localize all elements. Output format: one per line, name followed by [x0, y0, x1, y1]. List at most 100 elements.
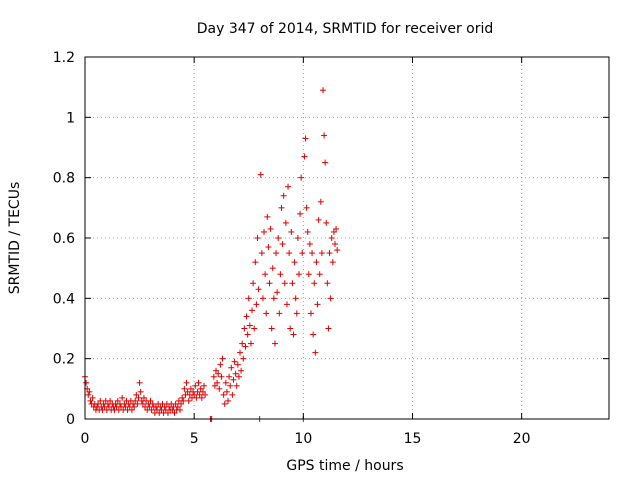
data-point [214, 379, 221, 386]
data-point [178, 400, 185, 407]
data-point [128, 406, 135, 413]
data-point [195, 379, 202, 386]
data-point [305, 271, 312, 278]
y-tick-label: 0 [66, 412, 75, 428]
data-point [199, 388, 206, 395]
data-point [239, 340, 246, 347]
data-point [193, 394, 200, 401]
data-point [136, 379, 143, 386]
data-point [181, 385, 188, 392]
chart-title: Day 347 of 2014, SRMTID for receiver ori… [197, 21, 494, 37]
data-point [278, 204, 285, 211]
data-point [306, 241, 313, 248]
data-point [289, 280, 296, 287]
data-point [247, 340, 254, 347]
data-point [302, 135, 309, 142]
data-point [303, 204, 310, 211]
data-point [257, 171, 264, 178]
data-point [323, 219, 330, 226]
data-point [310, 331, 317, 338]
data-point [304, 228, 311, 235]
data-point [221, 400, 228, 407]
data-point [210, 373, 217, 380]
data-point [213, 367, 219, 374]
data-point [333, 225, 340, 232]
data-point [171, 409, 178, 416]
data-point [220, 391, 227, 398]
data-point [325, 325, 332, 332]
data-point [185, 397, 192, 404]
data-point [233, 382, 240, 389]
data-point [262, 271, 269, 278]
data-point [293, 310, 300, 317]
data-point [270, 295, 277, 302]
data-point [330, 228, 337, 235]
data-point [244, 331, 251, 338]
data-point [133, 391, 140, 398]
data-point [290, 331, 297, 338]
data-point [237, 349, 244, 356]
data-point [315, 216, 322, 223]
data-point [202, 391, 209, 398]
data-point [309, 250, 316, 257]
data-point [238, 367, 245, 374]
data-point [286, 250, 293, 257]
data-point [301, 153, 308, 160]
x-axis-label: GPS time / hours [286, 458, 403, 474]
data-point [292, 295, 299, 302]
data-point [269, 265, 276, 272]
data-point [183, 379, 190, 386]
data-point [288, 228, 295, 235]
data-point [251, 325, 258, 332]
data-point [172, 400, 179, 407]
data-point [279, 241, 286, 248]
data-point [283, 301, 290, 308]
data-point [334, 247, 341, 254]
data-point [268, 325, 275, 332]
data-point [307, 310, 314, 317]
data-point [285, 183, 292, 190]
data-point [322, 159, 329, 166]
data-point [187, 385, 194, 392]
data-point [95, 400, 102, 407]
data-point [132, 397, 139, 404]
grid-lines [85, 57, 609, 419]
data-point [139, 400, 146, 407]
data-point [316, 271, 323, 278]
data-point [331, 241, 338, 248]
data-point [232, 370, 239, 377]
data-point [314, 301, 321, 308]
data-point [294, 235, 301, 241]
data-point [319, 87, 326, 94]
data-point [267, 225, 274, 232]
data-point [222, 379, 229, 386]
y-tick-label: 0.8 [53, 171, 75, 187]
x-tick-label: 10 [294, 431, 312, 447]
data-point [149, 400, 156, 407]
data-point [318, 250, 325, 257]
data-point [198, 394, 205, 401]
data-point [266, 280, 273, 287]
data-point [259, 295, 266, 302]
data-point [211, 382, 218, 389]
data-point [230, 376, 237, 383]
data-point [148, 406, 155, 413]
x-tick-label: 20 [513, 431, 531, 447]
data-point [231, 358, 238, 365]
data-point [275, 235, 282, 241]
data-point [137, 388, 144, 395]
data-point [179, 394, 186, 401]
data-point [328, 235, 335, 241]
data-point [250, 280, 257, 287]
data-point [215, 370, 222, 377]
data-point [317, 198, 324, 205]
data-point [180, 397, 187, 404]
data-point [282, 219, 289, 226]
y-tick-label: 0.6 [53, 231, 75, 247]
data-point [200, 382, 207, 389]
data-point [217, 361, 224, 368]
data-point [263, 310, 270, 317]
data-point [242, 343, 249, 350]
data-point [243, 313, 250, 320]
